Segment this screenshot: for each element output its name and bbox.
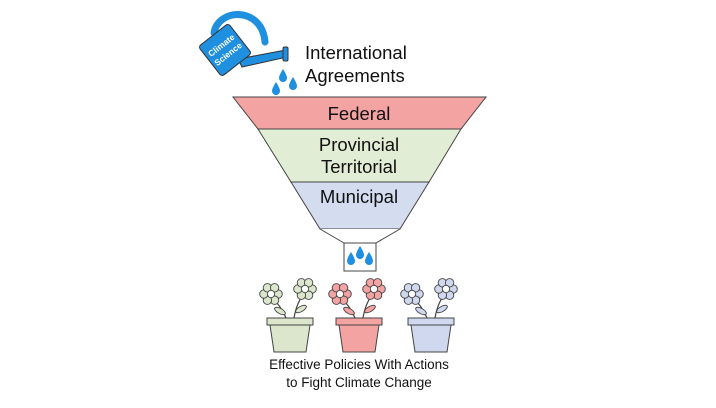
flower-leaf — [436, 304, 448, 314]
flower-leaf — [364, 304, 376, 314]
flower-center — [300, 284, 310, 294]
water-drop-icon — [272, 82, 280, 95]
pot-rim — [266, 317, 314, 326]
funnel-level-label: Territorial — [321, 156, 397, 177]
flower-leaf — [274, 306, 286, 316]
funnel-neck-left — [319, 228, 345, 244]
watering-can-rose — [282, 46, 289, 62]
funnel-neck-right — [375, 228, 401, 244]
watering-can-handle — [210, 11, 269, 46]
water-drop-icon — [289, 77, 297, 90]
flower-center — [369, 284, 379, 294]
international-agreements-line-1: International — [305, 42, 407, 63]
water-drop-icon — [279, 69, 287, 82]
water-drop-icon — [347, 252, 355, 265]
flower-center — [335, 289, 345, 299]
watering-can-body — [199, 24, 251, 76]
flower-pots — [259, 278, 458, 353]
pot-rim — [407, 317, 455, 326]
funnel-neck-fill — [320, 229, 400, 243]
spout-drops — [347, 246, 373, 265]
water-drop-icon — [356, 246, 364, 259]
pot-body — [269, 324, 311, 353]
potted-flower-icon — [400, 278, 458, 353]
pot-body — [338, 324, 380, 353]
funnel-level-label: Federal — [328, 103, 391, 124]
potted-flower-icon — [259, 278, 317, 353]
water-drop-icon — [365, 252, 373, 265]
flower-leaf — [343, 306, 355, 316]
watering-can-icon: Climate Science — [199, 11, 289, 76]
flower-leaf — [415, 306, 427, 316]
international-agreements-label: International Agreements — [305, 41, 455, 87]
outcome-caption-line-2: to Fight Climate Change — [286, 375, 432, 390]
falling-drops — [272, 69, 297, 95]
potted-flower-icon — [328, 278, 386, 353]
funnel: Federal Provincial Territorial Municipal — [231, 96, 488, 272]
flower-leaf — [295, 304, 307, 314]
flower-center — [441, 284, 451, 294]
funnel-level-label: Provincial — [319, 134, 399, 155]
outcome-caption-line-1: Effective Policies With Actions — [269, 357, 449, 372]
flower-center — [266, 289, 276, 299]
funnel-level-label: Municipal — [320, 186, 398, 207]
outcome-caption: Effective Policies With Actions to Fight… — [220, 356, 498, 392]
flower-center — [407, 289, 417, 299]
pot-rim — [335, 317, 383, 326]
international-agreements-line-2: Agreements — [305, 65, 405, 86]
pot-body — [410, 324, 452, 353]
